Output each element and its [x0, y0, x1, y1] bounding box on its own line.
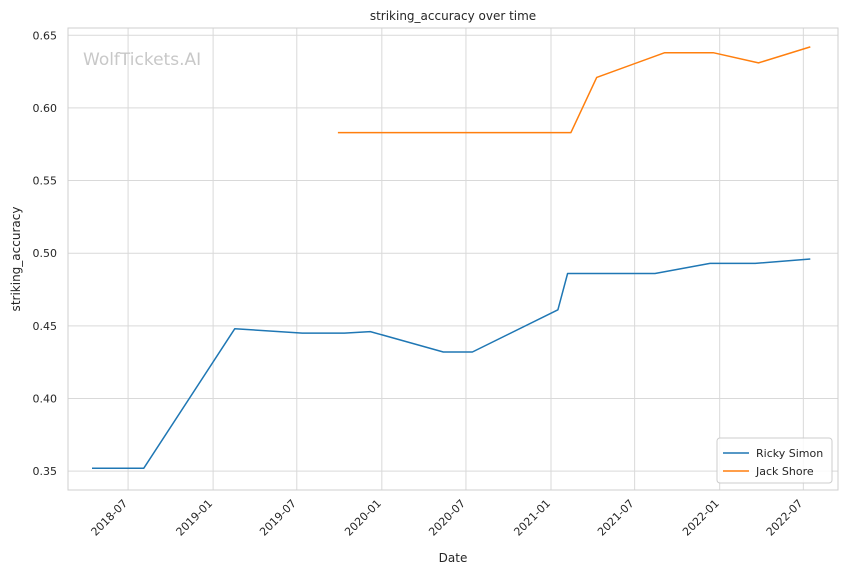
y-tick-label: 0.40	[33, 392, 58, 405]
x-axis-label: Date	[439, 551, 468, 565]
legend: Ricky Simon Jack Shore	[716, 437, 833, 484]
chart-title: striking_accuracy over time	[370, 9, 536, 23]
grid-layer	[68, 28, 838, 490]
series-line-jack-shore	[337, 46, 811, 134]
y-tick-label: 0.50	[33, 247, 58, 260]
plot-frame	[67, 27, 839, 491]
y-axis-label: striking_accuracy	[9, 207, 23, 312]
watermark-text: WolfTickets.AI	[83, 50, 201, 70]
y-axis-ticks: 0.35 0.40 0.45 0.50 0.55 0.60 0.65	[33, 29, 58, 478]
y-tick-label: 0.60	[33, 102, 58, 115]
legend-label-jack-shore: Jack Shore	[755, 465, 814, 478]
y-tick-label: 0.55	[33, 175, 58, 188]
series-layer	[92, 46, 811, 469]
y-tick-label: 0.45	[33, 320, 58, 333]
series-line-ricky-simon	[92, 258, 811, 469]
y-tick-label: 0.35	[33, 465, 58, 478]
y-tick-label: 0.65	[33, 29, 58, 42]
legend-label-ricky-simon: Ricky Simon	[756, 447, 823, 460]
